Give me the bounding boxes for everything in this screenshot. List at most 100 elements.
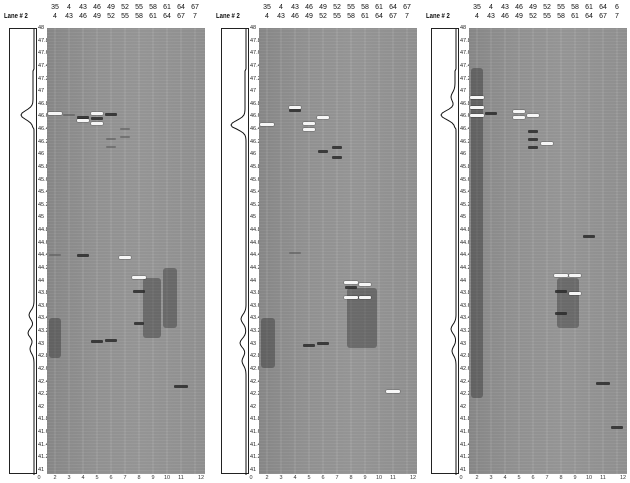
- lane-streak: [180, 28, 182, 474]
- range-end-label: 61: [361, 13, 369, 20]
- y-tick-label: 45.4: [460, 189, 471, 196]
- range-start-label: 61: [375, 4, 383, 11]
- y-tick-label: 44.6: [460, 239, 471, 246]
- y-tick-label: 48: [250, 25, 257, 31]
- lane-streak: [378, 28, 380, 474]
- range-start-label: 64: [599, 4, 607, 11]
- y-tick-label: 43.4: [460, 315, 471, 322]
- lane-number: 7: [335, 475, 339, 481]
- range-start-label: 46: [515, 4, 523, 11]
- dna-band: [332, 146, 342, 149]
- lane-streak: [518, 28, 520, 474]
- lane-number: 3: [67, 475, 71, 481]
- dna-band: [317, 342, 329, 345]
- lane-number-labels: 0 2 3 4 5 6 7 8 9 10 11 12: [459, 475, 627, 483]
- dna-band: [555, 290, 567, 293]
- y-tick-label: 47.2: [460, 75, 471, 82]
- dna-band: [91, 117, 103, 120]
- gel-image: [47, 28, 205, 474]
- range-end-label: 46: [501, 13, 509, 20]
- y-tick-label: 41: [460, 467, 467, 473]
- range-end-label: 58: [557, 13, 565, 20]
- range-start-label: 49: [107, 4, 115, 11]
- lane-streak: [560, 28, 562, 474]
- lane-streak: [54, 28, 56, 474]
- y-tick-label: 42: [250, 403, 257, 410]
- y-tick-label: 46.4: [460, 126, 471, 133]
- range-start-label: 55: [135, 4, 143, 11]
- y-tick-label: 44.4: [250, 252, 261, 259]
- lane-streak: [616, 28, 618, 474]
- y-tick-label: 42: [460, 403, 467, 410]
- lane-streak: [392, 28, 394, 474]
- dna-band: [554, 274, 568, 277]
- lane-number: 9: [151, 475, 155, 481]
- lane-streak: [308, 28, 310, 474]
- dna-smear: [261, 318, 275, 368]
- lane-streak: [504, 28, 506, 474]
- lane-streak: [322, 28, 324, 474]
- y-tick-label: 48: [38, 25, 45, 31]
- lane-number: 5: [95, 475, 99, 481]
- y-tick-label: 41.2: [460, 454, 471, 461]
- y-tick-label: 47.4: [38, 62, 49, 69]
- y-tick-label: 46.8: [460, 100, 471, 107]
- dna-band: [332, 156, 342, 159]
- y-tick-label: 45.6: [460, 176, 471, 183]
- dna-smear: [143, 278, 161, 338]
- gel-texture: [259, 28, 417, 474]
- lane-streak: [364, 28, 366, 474]
- range-end-label: 64: [585, 13, 593, 20]
- y-tick-label: 44.4: [460, 252, 471, 259]
- y-tick-label: 43.6: [460, 302, 471, 309]
- range-start-label: 46: [93, 4, 101, 11]
- dna-band: [48, 112, 62, 115]
- y-tick-label: 45.8: [460, 163, 471, 170]
- lane-number: 2: [265, 475, 269, 481]
- y-tick-label: 46: [38, 151, 45, 158]
- dna-band: [569, 292, 581, 295]
- gel-panel-3: Lane # 2 48 47.8 47.6 47.4 47.2 47 46.8 46.6 46.4…: [422, 0, 629, 483]
- dna-band: [527, 114, 539, 117]
- range-start-label: 35: [473, 4, 481, 11]
- lane-streak: [574, 28, 576, 474]
- y-tick-label: 45.8: [250, 163, 261, 170]
- y-tick-label: 42.6: [460, 365, 471, 372]
- y-tick-label: 41: [250, 467, 257, 473]
- lane-number: 12: [619, 475, 627, 481]
- y-axis: 48 47.8 47.6 47.4 47.2 47 46.8 46.6 46.4 46.2 46 45…: [38, 25, 50, 474]
- lane-number: 0: [459, 475, 463, 481]
- y-tick-label: 46.2: [38, 138, 49, 145]
- dna-band: [344, 281, 358, 284]
- y-tick-label: 43.8: [460, 290, 471, 297]
- range-start-label: 35: [263, 4, 271, 11]
- lane-streak: [124, 28, 126, 474]
- y-tick-label: 41.6: [38, 429, 49, 436]
- dna-band: [485, 112, 497, 115]
- y-tick-label: 41.2: [38, 454, 49, 461]
- y-tick-label: 44.6: [250, 239, 261, 246]
- y-tick-label: 47.2: [250, 75, 261, 82]
- y-tick-label: 43: [460, 340, 467, 347]
- dna-band: [119, 256, 131, 259]
- y-tick-label: 41.4: [460, 441, 471, 448]
- y-tick-label: 43.2: [460, 328, 471, 335]
- y-tick-label: 43.6: [38, 302, 49, 309]
- lane-label: Lane # 2: [216, 13, 240, 20]
- gel-image: [469, 28, 627, 474]
- trace-line: [230, 29, 247, 475]
- y-tick-label: 44.8: [460, 227, 471, 234]
- dna-band: [120, 136, 130, 138]
- y-tick-label: 46.6: [460, 113, 471, 120]
- lane-number: 4: [503, 475, 507, 481]
- lane-number: 6: [321, 475, 325, 481]
- lane-range-labels: 35 4 43 46 49 52 55 58 61 64 67 4 43 46 49 52 55 58 61 64 67…: [259, 4, 417, 24]
- y-tick-label: 47.4: [460, 62, 471, 69]
- range-start-label: 6: [615, 4, 619, 11]
- range-end-label: 67: [599, 13, 607, 20]
- lane-range-labels: 35 4 43 46 49 52 55 58 61 64 6 4 43 46 49 52 55 58 61 64 67 7: [469, 4, 627, 24]
- y-tick-label: 42.2: [250, 391, 261, 398]
- range-end-label: 43: [65, 13, 73, 20]
- range-start-label: 64: [177, 4, 185, 11]
- lane-streak: [532, 28, 534, 474]
